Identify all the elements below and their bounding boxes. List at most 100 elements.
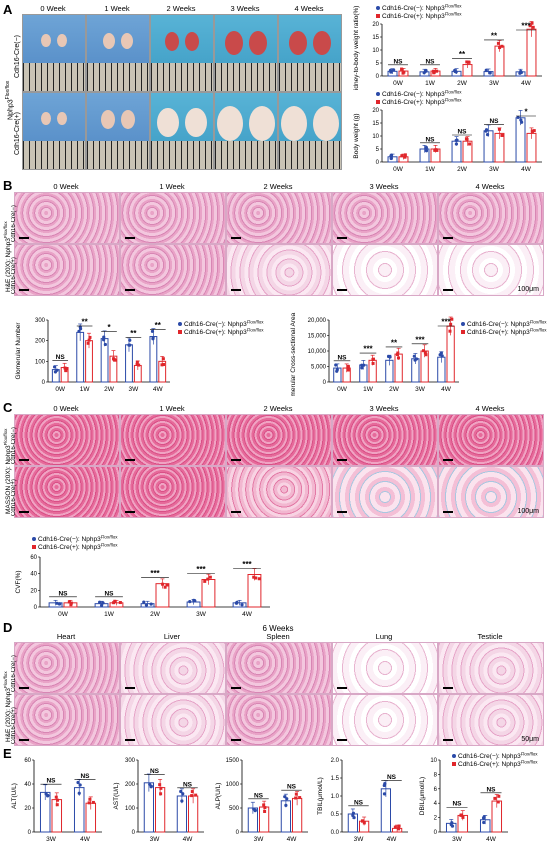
data-point [413,358,417,362]
data-point [69,603,73,607]
legend-label: Cdh16-Cre(−): Nphp3Flox/flox [38,535,118,544]
kidney-photo-neg [86,14,150,92]
significance-label: NS [58,590,68,597]
row-label-a-group: Nphp3Flox/flox [5,60,14,120]
data-point [190,794,194,798]
micrograph-control [438,642,544,694]
y-tick-label: 1.5 [331,776,340,782]
scale-bar [125,237,135,239]
row-label-a-neg: Cdh16-Cre(−) [14,35,21,78]
panel-letter-a: A [3,2,13,17]
data-point [496,800,500,804]
data-point [52,365,57,369]
y-tick-label: 0 [376,74,380,80]
x-tick-label: 2W [389,386,400,393]
data-point [401,71,405,75]
x-tick-label: 3W [150,836,161,843]
significance-label: NS [287,784,297,791]
legend-sup: Flox/flox [445,98,463,103]
y-tick-label: 10 [372,134,379,140]
data-point [434,148,438,152]
chart-ast: 0 100 200 300 AST(U/L) 3W NS 4W NS [113,758,204,843]
panel-letter-c: C [3,400,13,415]
micrograph-mutant [14,694,120,746]
y-tick-label: 20 [372,108,379,114]
x-tick-label: 1W [425,166,436,173]
scale-bar [19,459,29,461]
column-header: 2 Weeks [263,182,293,191]
y-tick-label: 2 [434,816,438,822]
data-point [412,354,416,358]
significance-label: * [524,108,528,117]
chart-glomerular-number: 0 100 200 300 Glomerular Number 0W NS 1W ** 2W * 3W… [15,318,264,394]
scale-bar [19,289,29,291]
data-point [531,25,535,29]
data-point [257,577,261,581]
x-tick-label: 1W [363,386,374,393]
data-point [453,68,457,73]
y-tick-label: 0 [28,830,32,836]
data-point [76,780,80,785]
data-point [91,800,95,804]
x-tick-label: 2W [457,166,468,173]
y-tick-label: 0 [323,380,327,386]
scale-bar [337,511,347,513]
scale-bar [337,739,347,741]
y-tick-label: 20 [372,22,379,28]
data-point [468,142,472,146]
data-point [160,363,164,367]
scale-bar [231,687,241,689]
data-point [262,803,266,807]
x-tick-label: 1W [104,611,115,618]
y-tick-label: 500 [229,806,240,812]
data-point [87,338,91,342]
micrograph-control [120,642,226,694]
significance-label: NS [46,778,56,785]
data-point [67,600,71,604]
kidney-photo-pos [278,92,342,170]
significance-label: ** [155,321,162,330]
legend-marker-mutant [461,330,465,334]
data-point [346,365,350,369]
data-point [158,783,162,787]
kidney-photo-pos [214,92,278,170]
data-point [351,813,355,818]
group-label-text: Nphp3 [7,99,15,120]
column-header: 1 Week [159,404,185,413]
data-point [450,317,454,321]
data-point [137,363,141,367]
data-point [449,322,453,326]
kidney-icon [41,33,51,48]
y-axis-label: Body weight (g) [353,113,360,158]
y-tick-label: 6 [434,787,438,793]
x-tick-label: 0W [337,386,348,393]
significance-label: ** [391,338,398,347]
data-point [144,603,148,607]
data-point [371,361,375,365]
scale-bar [443,739,453,741]
x-tick-label: 4W [242,611,253,618]
y-tick-label: 100 [125,806,136,812]
data-point [464,137,468,141]
x-tick-label: 3W [46,836,57,843]
scale-bar [231,459,241,461]
data-point [98,600,102,604]
kidney-photo-pos [22,92,86,170]
data-point [180,799,184,803]
data-point [520,120,524,124]
data-point [206,577,210,581]
y-tick-label: 300 [35,318,46,324]
kidney-icon [57,33,67,48]
legend-marker-mutant [376,100,380,104]
chart-cvf: 0 20 40 60 CVF(%) 0W NS 1W NS 2W *** 3W *** 4W *** Cdh1… [15,535,270,618]
data-point [424,146,428,150]
data-point [127,343,131,347]
y-tick-label: 15 [372,35,379,41]
x-tick-label: 4W [521,166,532,173]
ruler [151,63,213,91]
significance-label: NS [489,118,499,125]
kidney-icon [185,32,199,52]
significance-label: *** [242,560,252,569]
data-point [161,357,165,361]
scale-bar [19,511,29,513]
